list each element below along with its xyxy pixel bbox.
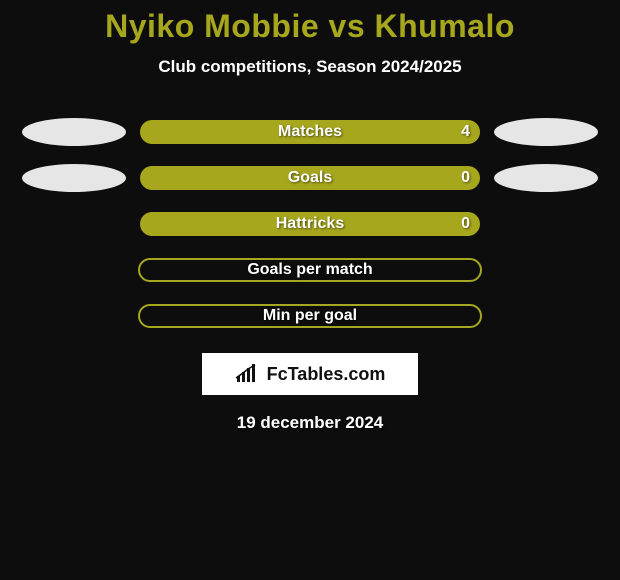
right-ellipse [494,210,598,238]
stat-bar: Min per goal [138,304,482,328]
brand-logo-box: FcTables.com [202,353,418,395]
stat-label: Goals [140,169,480,187]
comparison-card: Nyiko Mobbie vs Khumalo Club competition… [0,0,620,580]
right-ellipse [496,256,600,284]
brand-logo-text: FcTables.com [267,364,386,385]
stat-row-goals: Goals 0 [0,155,620,201]
stat-value: 0 [461,215,470,233]
right-ellipse [494,118,598,146]
left-ellipse [20,256,124,284]
stat-value: 4 [461,123,470,141]
page-subtitle: Club competitions, Season 2024/2025 [0,57,620,77]
left-ellipse [22,118,126,146]
stat-value: 0 [461,169,470,187]
stat-row-goals-per-match: Goals per match [0,247,620,293]
right-ellipse [494,164,598,192]
stat-row-min-per-goal: Min per goal [0,293,620,339]
stat-row-matches: Matches 4 [0,109,620,155]
left-ellipse [20,302,124,330]
left-ellipse [22,164,126,192]
right-ellipse [496,302,600,330]
left-ellipse [22,210,126,238]
stat-row-hattricks: Hattricks 0 [0,201,620,247]
stat-label: Matches [140,123,480,141]
stat-label: Hattricks [140,215,480,233]
bar-chart-icon [235,364,261,384]
stat-bar: Goals 0 [140,166,480,190]
stat-label: Goals per match [140,261,480,279]
stat-bar: Matches 4 [140,120,480,144]
stats-rows: Matches 4 Goals 0 Hattricks 0 Goals [0,109,620,339]
stat-label: Min per goal [140,307,480,325]
footer-date: 19 december 2024 [0,413,620,433]
brand-logo: FcTables.com [235,364,386,385]
stat-bar: Hattricks 0 [140,212,480,236]
stat-bar: Goals per match [138,258,482,282]
page-title: Nyiko Mobbie vs Khumalo [0,0,620,45]
